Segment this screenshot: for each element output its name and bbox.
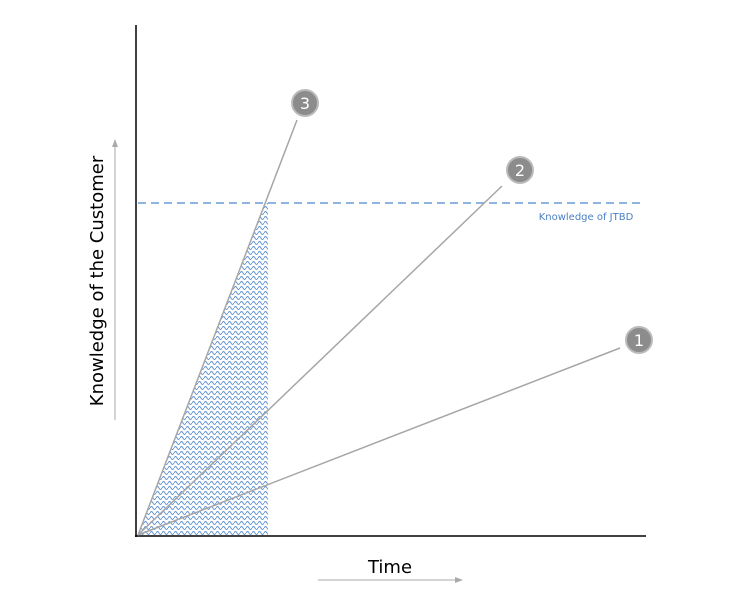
x-axis-label: Time (367, 557, 412, 578)
line-2 (137, 185, 503, 536)
marker-label: 3 (300, 94, 310, 113)
marker-1 (625, 326, 653, 354)
marker-2 (506, 156, 534, 184)
marker-label: 2 (515, 161, 525, 180)
threshold-label: Knowledge of JTBD (539, 212, 634, 223)
marker-3 (291, 89, 319, 117)
y-axis-label: Knowledge of the Customer (87, 155, 108, 406)
line-1 (137, 347, 621, 536)
marker-label: 1 (634, 331, 644, 350)
line-3 (137, 119, 298, 536)
